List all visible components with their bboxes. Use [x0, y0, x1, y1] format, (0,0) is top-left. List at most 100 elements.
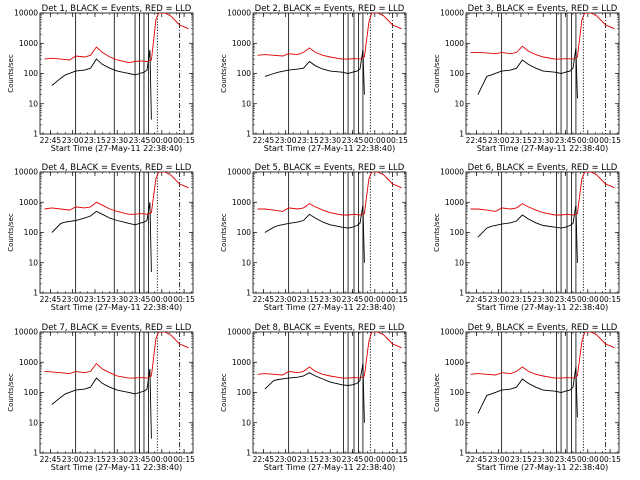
y-tick-label: 10 [454, 99, 464, 108]
series-line-lld [44, 172, 189, 215]
x-tick-label: 23:00 [275, 295, 297, 304]
x-tick-label: 22:45 [253, 295, 275, 304]
y-tick-label: 1000 [232, 39, 251, 48]
x-tick-label: 23:30 [532, 455, 554, 464]
x-tick-label: 23:00 [62, 295, 84, 304]
x-tick-label: 00:15 [599, 455, 621, 464]
y-tick-label: 10 [28, 99, 38, 108]
x-tick-label: 00:00 [577, 295, 599, 304]
x-tick-label: 00:00 [151, 455, 173, 464]
y-tick-label: 1 [33, 289, 38, 298]
series-line-lld [44, 13, 189, 64]
y-tick-label: 10000 [440, 328, 464, 337]
y-tick-label: 10000 [14, 168, 38, 177]
x-tick-label: 00:00 [364, 295, 386, 304]
y-tick-label: 10 [241, 418, 251, 427]
series-line-lld [257, 13, 402, 60]
x-tick-label: 23:45 [555, 295, 577, 304]
x-tick-label: 00:15 [599, 136, 621, 145]
x-tick-label: 23:30 [319, 295, 341, 304]
x-tick-label: 23:45 [555, 136, 577, 145]
y-axis-label: Counts/sec [7, 54, 15, 93]
x-tick-label: 23:00 [275, 455, 297, 464]
x-axis-label: Start Time (27-May-11 22:38:40) [51, 303, 182, 312]
series-line-events [264, 49, 365, 95]
y-tick-label: 100 [450, 388, 465, 397]
y-axis-label: Counts/sec [220, 213, 228, 252]
x-tick-label: 23:15 [297, 136, 319, 145]
y-tick-label: 10 [28, 258, 38, 267]
x-tick-label: 00:00 [577, 455, 599, 464]
x-axis-label: Start Time (27-May-11 22:38:40) [51, 463, 182, 472]
x-axis-label: Start Time (27-May-11 22:38:40) [477, 303, 608, 312]
chart-title: Det 7, BLACK = Events, RED = LLD [42, 323, 192, 333]
y-tick-label: 10 [241, 99, 251, 108]
y-axis-label: Counts/sec [433, 373, 441, 412]
x-tick-label: 00:15 [173, 136, 195, 145]
plot-frame [252, 171, 407, 294]
series-line-lld [470, 13, 615, 60]
y-axis-label: Counts/sec [433, 54, 441, 93]
plot-frame [465, 171, 620, 294]
y-tick-label: 1 [459, 449, 464, 458]
chart-title: Det 2, BLACK = Events, RED = LLD [255, 4, 405, 14]
y-tick-label: 10000 [14, 9, 38, 18]
y-tick-label: 100 [450, 228, 465, 237]
y-tick-label: 10000 [440, 9, 464, 18]
x-tick-label: 23:15 [84, 295, 106, 304]
x-tick-label: 00:15 [173, 455, 195, 464]
chart-panel-8: Det 8, BLACK = Events, RED = LLD 1 10 100 10… [220, 323, 408, 472]
x-tick-label: 23:45 [555, 455, 577, 464]
x-tick-label: 23:45 [342, 455, 364, 464]
x-tick-label: 22:45 [253, 455, 275, 464]
series-line-events [51, 368, 152, 439]
plot-frame [465, 12, 620, 135]
x-tick-label: 23:30 [319, 136, 341, 145]
x-tick-label: 23:00 [488, 136, 510, 145]
x-tick-label: 23:00 [62, 455, 84, 464]
y-tick-label: 1000 [19, 358, 38, 367]
series-line-lld [470, 172, 615, 216]
y-tick-label: 1 [33, 449, 38, 458]
y-tick-label: 100 [237, 228, 252, 237]
x-tick-label: 23:00 [275, 136, 297, 145]
y-tick-label: 100 [24, 388, 39, 397]
y-tick-label: 1000 [445, 358, 464, 367]
x-tick-label: 23:00 [488, 295, 510, 304]
x-tick-label: 23:00 [488, 455, 510, 464]
plot-frame [252, 331, 407, 454]
x-tick-label: 23:00 [62, 136, 84, 145]
chart-panel-9: Det 9, BLACK = Events, RED = LLD 1 10 100 10… [433, 323, 621, 472]
y-tick-label: 1000 [445, 198, 464, 207]
chart-panel-5: Det 5, BLACK = Events, RED = LLD 1 10 100 10… [220, 163, 408, 312]
series-line-events [51, 202, 152, 272]
y-tick-label: 1 [246, 289, 251, 298]
y-tick-label: 10000 [227, 328, 251, 337]
x-axis-label: Start Time (27-May-11 22:38:40) [51, 144, 182, 153]
x-tick-label: 00:15 [386, 295, 408, 304]
x-tick-label: 00:00 [364, 455, 386, 464]
series-line-events [264, 363, 365, 423]
y-tick-label: 1 [459, 130, 464, 139]
y-axis-label: Counts/sec [220, 54, 228, 93]
x-tick-label: 00:00 [364, 136, 386, 145]
y-tick-label: 1000 [232, 198, 251, 207]
chart-title: Det 5, BLACK = Events, RED = LLD [255, 163, 405, 173]
plot-frame [39, 331, 194, 454]
series-line-events [51, 49, 152, 120]
y-tick-label: 10 [241, 258, 251, 267]
series-line-events [264, 205, 365, 263]
x-tick-label: 23:30 [319, 455, 341, 464]
y-tick-label: 100 [237, 388, 252, 397]
x-tick-label: 00:15 [386, 136, 408, 145]
plot-frame [252, 12, 407, 135]
x-tick-label: 00:00 [577, 136, 599, 145]
x-tick-label: 22:45 [40, 136, 62, 145]
x-tick-label: 23:45 [129, 455, 151, 464]
y-tick-label: 10000 [227, 168, 251, 177]
series-line-events [477, 47, 578, 99]
chart-panel-2: Det 2, BLACK = Events, RED = LLD 1 10 100 10… [220, 4, 408, 153]
series-line-lld [257, 332, 402, 379]
y-tick-label: 1 [246, 449, 251, 458]
